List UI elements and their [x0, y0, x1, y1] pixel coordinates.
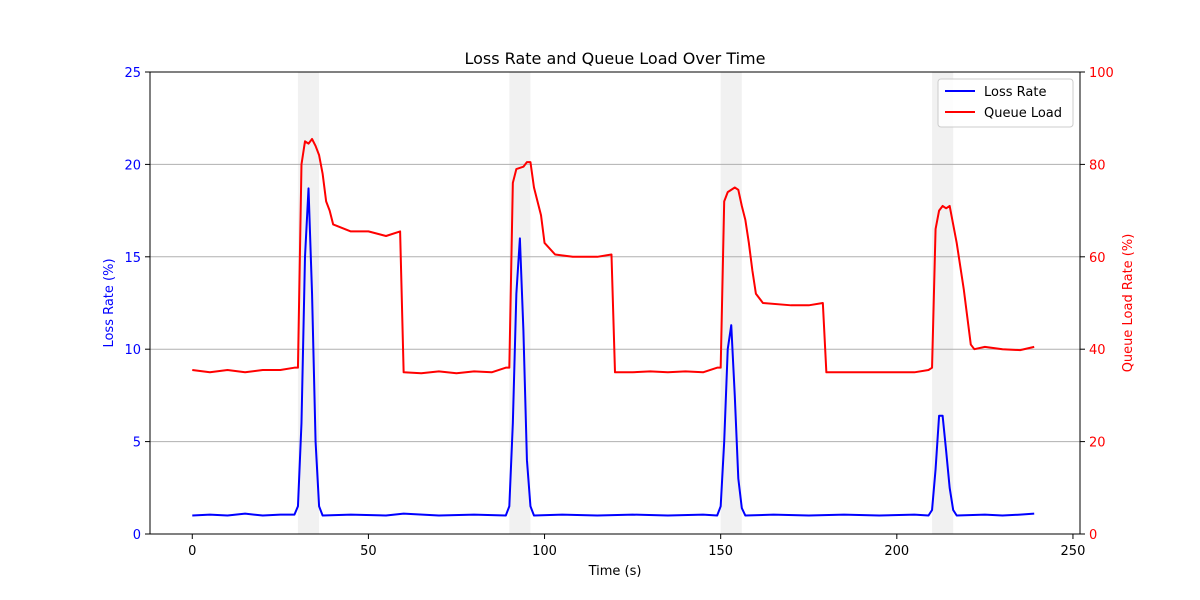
- legend-label-loss-rate: Loss Rate: [984, 85, 1046, 100]
- x-tick-label-3: 150: [708, 544, 733, 559]
- x-tick-label-1: 50: [360, 544, 377, 559]
- y-axis-right-title: Queue Load Rate (%): [1121, 234, 1136, 373]
- y-right-tick-label-3: 60: [1089, 251, 1106, 266]
- y-right-tick-label-1: 20: [1089, 436, 1106, 451]
- y-right-tick-label-5: 100: [1089, 66, 1114, 81]
- y-left-tick-label-1: 5: [133, 436, 141, 451]
- y-left-tick-label-2: 10: [124, 343, 141, 358]
- legend: Loss Rate Queue Load: [937, 78, 1074, 128]
- x-axis-title: Time (s): [588, 564, 642, 579]
- series-line-queue-load: [192, 137, 1035, 375]
- series-line-loss-rate: [192, 187, 1035, 517]
- x-tick-label-4: 200: [884, 544, 909, 559]
- y-right-tick-label-2: 40: [1089, 343, 1106, 358]
- shaded-intervals: [297, 72, 954, 534]
- legend-label-queue-load: Queue Load: [984, 106, 1062, 121]
- y-right-tick-label-4: 80: [1089, 158, 1106, 173]
- chart-title: Loss Rate and Queue Load Over Time: [465, 49, 766, 68]
- plot-frame: [149, 71, 1081, 535]
- y-left-tick-label-5: 25: [124, 66, 141, 81]
- y-left-tick-label-4: 20: [124, 158, 141, 173]
- x-tick-label-5: 250: [1061, 544, 1086, 559]
- series-lines: [192, 137, 1035, 517]
- y-left-tick-label-0: 0: [133, 528, 141, 543]
- y-left-tick-label-3: 15: [124, 251, 141, 266]
- x-tick-label-0: 0: [188, 544, 196, 559]
- x-tick-label-2: 100: [532, 544, 557, 559]
- shaded-interval-0: [297, 72, 320, 534]
- y-right-tick-label-0: 0: [1089, 528, 1097, 543]
- y-axis-left-title: Loss Rate (%): [102, 258, 117, 347]
- shaded-interval-3: [932, 72, 954, 534]
